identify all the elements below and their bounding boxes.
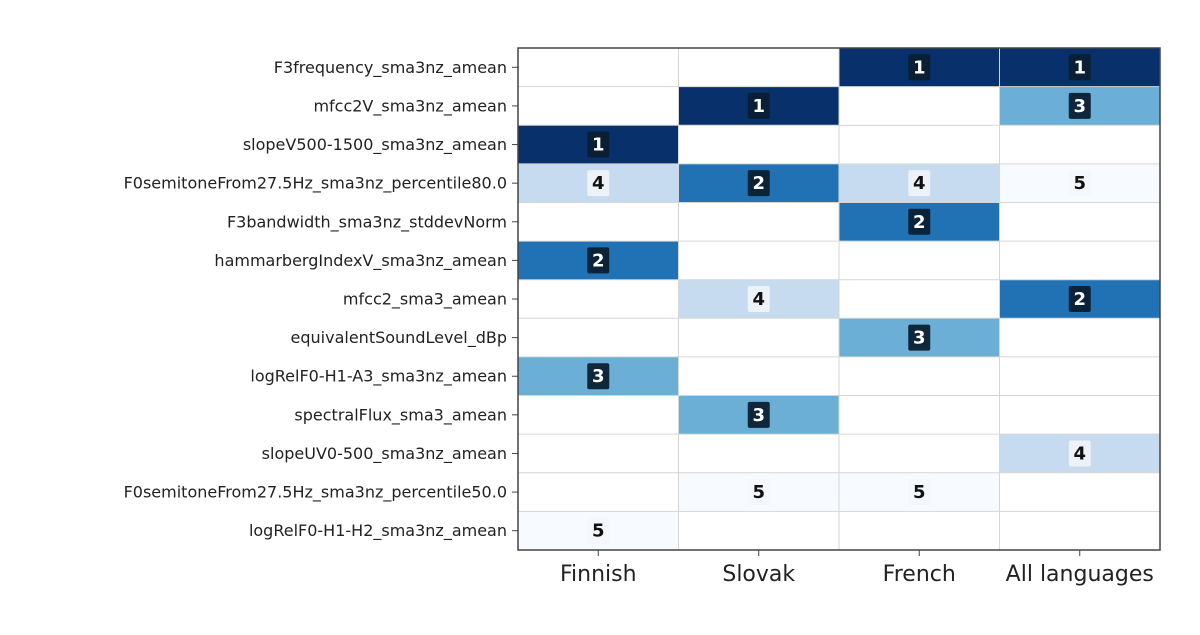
heatmap-cell [999, 202, 1160, 242]
heatmap-cell [518, 202, 679, 242]
row-label: slopeV500-1500_sma3nz_amean [243, 135, 507, 155]
cell-label-background [587, 131, 610, 158]
heatmap-cell [518, 86, 679, 126]
heatmap-cell [678, 48, 839, 87]
heatmap-grid [518, 48, 1160, 550]
cell-label-background [908, 479, 931, 506]
heatmap-cell [839, 356, 1000, 396]
cell-label-background [1068, 286, 1091, 312]
heatmap-cell [999, 356, 1160, 396]
cell-label-background [1068, 92, 1091, 119]
cell-rank-label: 5 [592, 521, 605, 542]
heatmap-cell [999, 241, 1160, 280]
heatmap-cell [678, 434, 839, 473]
cell-rank-label: 2 [913, 212, 926, 233]
heatmap-cell [839, 395, 1000, 435]
cell-rank-label: 5 [1073, 173, 1086, 194]
heatmap-cell [678, 202, 839, 242]
cell-label-background [747, 401, 770, 428]
row-label: F3bandwidth_sma3nz_stddevNorm [227, 212, 507, 232]
cell-rank-label: 2 [752, 173, 765, 194]
cell-label-background [908, 170, 931, 197]
heatmap-cell [518, 318, 679, 357]
cell-rank-label: 1 [592, 135, 605, 156]
cell-label-background [587, 247, 610, 274]
cell-label-background [1068, 170, 1091, 197]
heatmap-cell [999, 125, 1160, 164]
cell-label-background [587, 517, 610, 544]
heatmap-cell [839, 279, 1000, 319]
cell-label-background [587, 170, 610, 197]
heatmap-cell [999, 318, 1160, 357]
row-label: slopeUV0-500_sma3nz_amean [262, 444, 507, 464]
cell-label-background [908, 54, 931, 81]
cell-rank-label: 3 [752, 405, 765, 426]
heatmap-cell [518, 395, 679, 435]
cell-label-background [908, 324, 931, 351]
cell-rank-label: 4 [1073, 443, 1086, 464]
cell-rank-label: 1 [752, 96, 765, 117]
cell-rank-label: 3 [1073, 96, 1086, 117]
cell-rank-label: 2 [1073, 289, 1086, 310]
heatmap-cell [518, 472, 679, 512]
cell-label-background [747, 479, 770, 506]
cell-label-background [747, 170, 770, 197]
row-label: logRelF0-H1-H2_sma3nz_amean [249, 521, 507, 541]
row-label: F0semitoneFrom27.5Hz_sma3nz_percentile80… [124, 174, 507, 194]
cell-rank-label: 4 [752, 289, 765, 310]
heatmap-cell [678, 125, 839, 164]
cell-rank-label: 3 [913, 328, 926, 349]
heatmap-cell [839, 511, 1000, 550]
column-label: Finnish [560, 562, 637, 587]
heatmap-cell [518, 279, 679, 319]
column-label: All languages [1006, 562, 1154, 587]
cell-rank-label: 1 [1073, 57, 1086, 78]
row-label: spectralFlux_sma3_amean [294, 405, 507, 425]
heatmap-cell [839, 125, 1000, 164]
cell-rank-label: 4 [913, 173, 926, 194]
column-label: French [883, 562, 956, 587]
heatmap-cell [678, 356, 839, 396]
row-label: F0semitoneFrom27.5Hz_sma3nz_percentile50… [124, 483, 507, 503]
heatmap-cell [839, 86, 1000, 126]
cell-label-background [747, 92, 770, 119]
heatmap-cell [678, 511, 839, 550]
heatmap-cell-labels: 1 1 1 3 1 4 2 4 5 2 2 4 2 3 3 3 4 5 5 5 [587, 54, 1091, 544]
cell-rank-label: 1 [913, 57, 926, 78]
cell-rank-label: 5 [752, 482, 765, 503]
column-label: Slovak [722, 562, 795, 587]
heatmap-cell [678, 318, 839, 357]
cell-rank-label: 4 [592, 173, 605, 194]
heatmap-cell [839, 241, 1000, 280]
cell-label-background [587, 363, 610, 390]
row-label: hammarbergIndexV_sma3nz_amean [214, 251, 507, 271]
row-label: mfcc2_sma3_amean [343, 290, 507, 310]
heatmap-cell [518, 48, 679, 87]
plot-frame [517, 47, 1161, 551]
cell-label-background [747, 286, 770, 312]
heatmap-cell [999, 511, 1160, 550]
row-label: F3frequency_sma3nz_amean [274, 58, 507, 78]
cell-rank-label: 3 [592, 366, 605, 387]
cell-rank-label: 5 [913, 482, 926, 503]
column-labels: Finnish Slovak French All languages [560, 550, 1154, 587]
cell-label-background [1068, 54, 1091, 81]
heatmap-cell [839, 434, 1000, 473]
row-label: equivalentSoundLevel_dBp [291, 328, 507, 348]
cell-label-background [908, 208, 931, 235]
heatmap-cell [518, 434, 679, 473]
row-label: logRelF0-H1-A3_sma3nz_amean [250, 367, 507, 387]
heatmap-cell [999, 395, 1160, 435]
row-labels: F3frequency_sma3nz_amean mfcc2V_sma3nz_am… [124, 58, 518, 541]
heatmap-cell [999, 472, 1160, 512]
row-label: mfcc2V_sma3nz_amean [313, 96, 507, 116]
heatmap-cell [678, 241, 839, 280]
cell-rank-label: 2 [592, 250, 605, 271]
cell-label-background [1068, 440, 1091, 467]
